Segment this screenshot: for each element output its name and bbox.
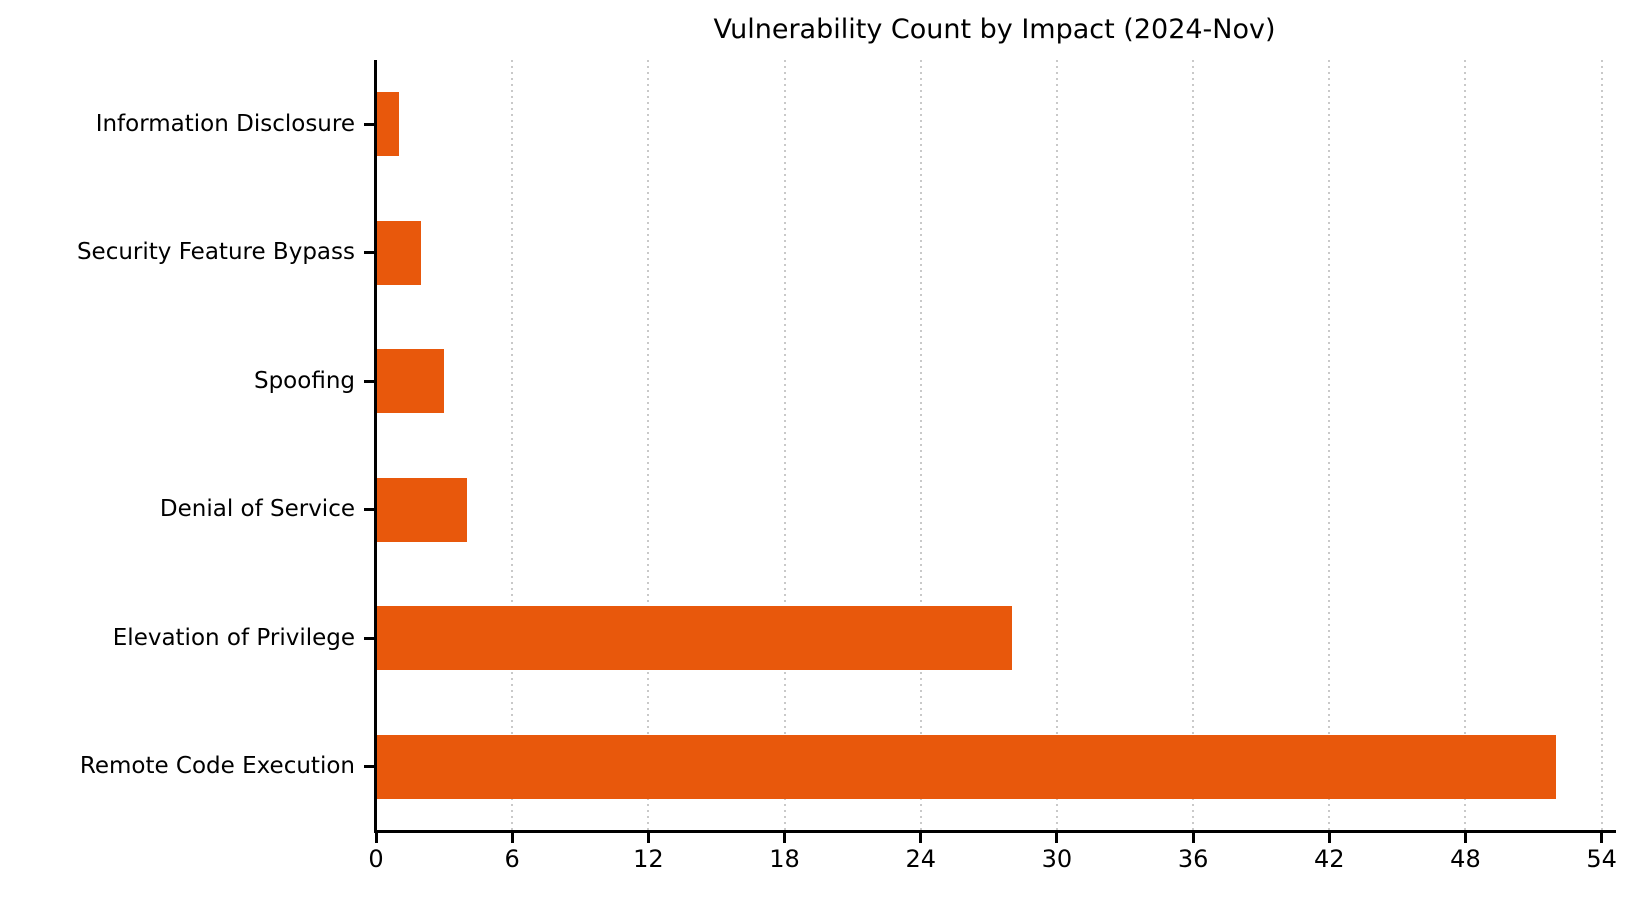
x-tick-mark	[374, 833, 378, 843]
x-tick-label: 24	[905, 845, 936, 873]
x-tick-mark	[510, 833, 514, 843]
x-tick-mark	[1327, 833, 1331, 843]
x-tick-label: 0	[368, 845, 384, 873]
x-tick-label: 12	[633, 845, 664, 873]
gridline	[1192, 60, 1195, 831]
y-tick-mark	[364, 379, 376, 383]
bar	[376, 606, 1012, 671]
gridline	[783, 60, 786, 831]
gridline	[1600, 60, 1603, 831]
y-category-label: Spoofing	[253, 367, 355, 394]
y-tick-mark	[364, 122, 376, 126]
y-category-label: Security Feature Bypass	[76, 239, 355, 266]
y-category-label: Information Disclosure	[95, 110, 355, 137]
y-category-label: Remote Code Execution	[79, 753, 355, 780]
bar	[376, 477, 467, 542]
x-tick-label: 42	[1314, 845, 1345, 873]
y-tick-mark	[364, 251, 376, 255]
x-tick-mark	[919, 833, 923, 843]
bar	[376, 734, 1557, 799]
y-tick-mark	[364, 508, 376, 512]
x-axis-spine	[373, 830, 1616, 833]
gridline	[647, 60, 650, 831]
x-tick-mark	[1463, 833, 1467, 843]
x-tick-label: 54	[1586, 845, 1617, 873]
x-tick-mark	[1191, 833, 1195, 843]
x-tick-mark	[1600, 833, 1604, 843]
bar	[376, 92, 399, 157]
x-tick-label: 36	[1177, 845, 1209, 873]
gridline	[1464, 60, 1467, 831]
bar	[376, 220, 422, 285]
x-tick-mark	[646, 833, 650, 843]
y-tick-mark	[364, 636, 376, 640]
y-axis-spine	[373, 60, 377, 833]
y-tick-mark	[364, 765, 376, 769]
gridline	[511, 60, 514, 831]
gridline	[1328, 60, 1331, 831]
x-tick-label: 30	[1041, 845, 1073, 873]
y-category-label: Elevation of Privilege	[112, 624, 355, 651]
gridline	[1055, 60, 1058, 831]
y-category-label: Denial of Service	[159, 496, 355, 523]
x-tick-label: 6	[504, 845, 520, 873]
gridline	[919, 60, 922, 831]
x-tick-label: 48	[1450, 845, 1481, 873]
bar	[376, 349, 445, 414]
x-tick-mark	[1055, 833, 1059, 843]
chart-title: Vulnerability Count by Impact (2024-Nov)	[713, 14, 1276, 45]
x-tick-label: 18	[769, 845, 800, 873]
x-tick-mark	[783, 833, 787, 843]
